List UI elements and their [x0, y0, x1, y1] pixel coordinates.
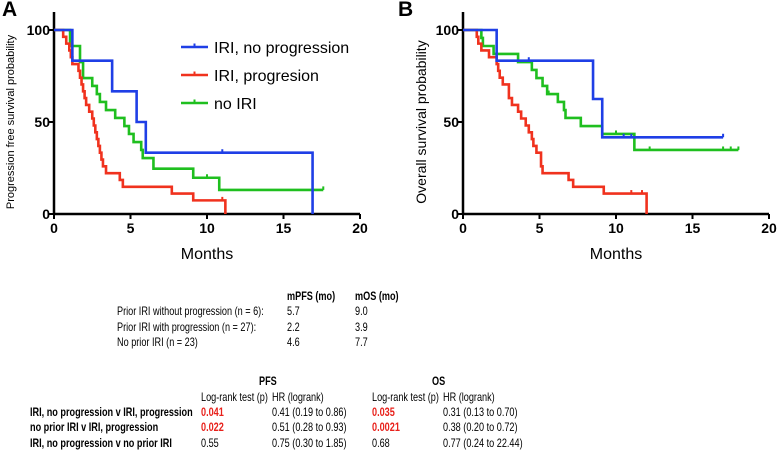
y-tick-label: 50 [443, 114, 459, 130]
x-tick-label: 10 [199, 220, 215, 236]
median-row-label: Prior IRI with progression (n = 27): [117, 320, 257, 334]
km-curve-progression [463, 28, 648, 214]
median-mos: 7.7 [355, 335, 368, 349]
os-hr-value: 0.31 (0.13 to 0.70) [443, 405, 518, 419]
x-tick-label: 0 [459, 220, 467, 236]
x-tick-label: 0 [50, 220, 58, 236]
pfs-hr-value: 0.75 (0.30 to 1.85) [272, 436, 347, 450]
os-p-value: 0.035 [372, 405, 395, 419]
os-p-value: 0.68 [372, 436, 390, 450]
median-mpfs: 2.2 [287, 320, 300, 334]
median-mpfs: 4.6 [287, 335, 300, 349]
os-hr-subheader: HR (logrank) [443, 390, 495, 404]
median-mos: 3.9 [355, 320, 368, 334]
x-tick-label: 10 [608, 220, 624, 236]
mos-header: mOS (mo) [355, 289, 399, 303]
y-tick-label: 100 [27, 22, 51, 38]
pfs-p-subheader: Log-rank test (p) [201, 390, 268, 404]
comparison-label: IRI, no progression v no prior IRI [30, 436, 172, 450]
y-tick-label: 50 [34, 114, 50, 130]
x-tick-label: 15 [685, 220, 701, 236]
legend-label: IRI, progresion [214, 68, 319, 85]
pfs-p-value: 0.041 [201, 405, 224, 419]
x-tick-label: 15 [276, 220, 292, 236]
panel-a-label: A [2, 0, 18, 21]
os-header: OS [432, 374, 446, 388]
median-row-label: No prior IRI (n = 23) [117, 335, 198, 349]
x-tick-label: 20 [761, 220, 777, 236]
median-mpfs: 5.7 [287, 304, 300, 318]
pfs-hr-value: 0.41 (0.19 to 0.86) [272, 405, 347, 419]
panel-b: 0 5 10 15 20 0 50 100 Months Overall survival pro… [413, 12, 777, 263]
os-p-subheader: Log-rank test (p) [372, 390, 439, 404]
km-curve-no-progression [463, 28, 724, 139]
os-p-value: 0.0021 [372, 420, 400, 434]
y-axis-label: Overall survival probability [413, 40, 429, 203]
panel-a: 0 5 10 15 20 0 50 100 Months Progression free sur… [5, 12, 368, 263]
km-curve-no-progression [54, 28, 314, 214]
os-hr-value: 0.77 (0.24 to 22.44) [443, 436, 523, 450]
x-tick-label: 5 [536, 220, 544, 236]
legend-label: IRI, no progression [214, 40, 349, 57]
pfs-hr-value: 0.51 (0.28 to 0.93) [272, 420, 347, 434]
y-tick-label: 0 [42, 206, 50, 222]
comparison-label: IRI, no progression v IRI, progression [30, 405, 193, 419]
x-tick-label: 5 [127, 220, 135, 236]
x-tick-label: 20 [352, 220, 368, 236]
x-axis-label: Months [590, 246, 642, 263]
os-hr-value: 0.38 (0.20 to 0.72) [443, 420, 518, 434]
y-tick-label: 100 [436, 22, 460, 38]
pfs-hr-subheader: HR (logrank) [272, 390, 324, 404]
pfs-p-value: 0.55 [201, 436, 219, 450]
pfs-header: PFS [259, 374, 277, 388]
y-axis-label: Progression free survival probability [5, 34, 17, 209]
km-curve-no-iri [54, 28, 324, 192]
median-row-label: Prior IRI without progression (n = 6): [117, 304, 264, 318]
km-curve-no-iri [463, 28, 739, 152]
pfs-p-value: 0.022 [201, 420, 224, 434]
y-tick-label: 0 [451, 206, 459, 222]
legend-label: no IRI [214, 96, 257, 113]
comparison-label: no prior IRI v IRI, progression [30, 420, 159, 434]
median-mos: 9.0 [355, 304, 368, 318]
x-axis-label: Months [181, 246, 233, 263]
mpfs-header: mPFS (mo) [287, 289, 336, 303]
panel-b-label: B [398, 0, 414, 21]
